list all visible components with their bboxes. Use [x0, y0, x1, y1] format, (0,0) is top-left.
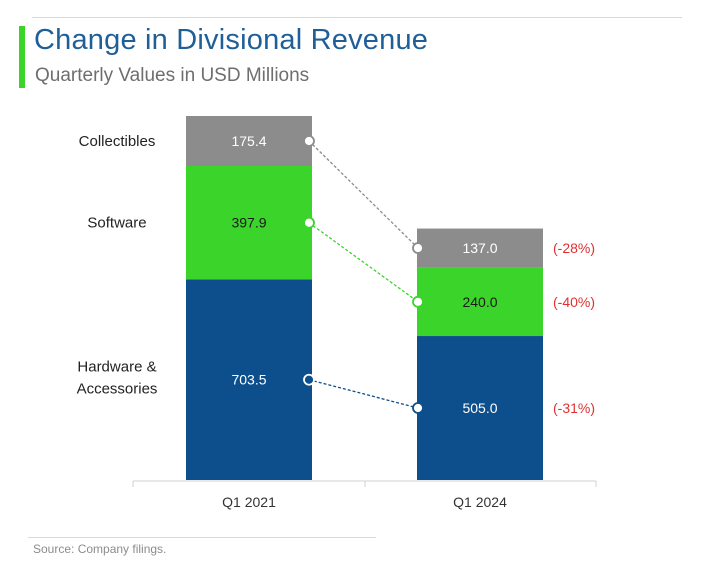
connector-marker-start-software: [303, 216, 315, 229]
connector-line-hardware: [308, 379, 419, 409]
connector-marker-end-software: [412, 295, 424, 308]
series-label-hardware-line-1: Accessories: [77, 381, 158, 398]
value-label-software-0: 397.9: [231, 215, 266, 231]
connector-marker-start-hardware: [303, 373, 315, 386]
connector-marker-end-hardware: [412, 402, 424, 414]
top-divider: [32, 17, 682, 18]
source-divider: [28, 537, 376, 538]
bar-segment-collectibles-0: [186, 116, 312, 167]
source-note: Source: Company filings.: [33, 542, 167, 556]
series-label-collectibles: Collectibles: [79, 133, 156, 150]
value-label-collectibles-1: 137.0: [462, 240, 497, 256]
value-label-collectibles-0: 175.4: [231, 133, 266, 149]
series-label-hardware-line-0: Hardware &: [77, 359, 156, 376]
bar-segment-software-1: [417, 267, 543, 337]
chart-title: Change in Divisional Revenue: [34, 24, 429, 56]
x-tick-label-0: Q1 2021: [222, 494, 276, 510]
title-accent-bar: [19, 26, 25, 88]
bar-segment-software-0: [186, 166, 312, 280]
bar-segment-collectibles-1: [417, 228, 543, 268]
connector-line-collectibles: [308, 140, 419, 249]
bar-segment-hardware-1: [417, 336, 543, 480]
bar-segment-hardware-0: [186, 279, 312, 480]
change-label-collectibles: (-28%): [553, 240, 595, 256]
connector-marker-end-collectibles: [412, 242, 424, 254]
change-label-software: (-40%): [553, 294, 595, 310]
connector-marker-start-collectibles: [303, 135, 315, 147]
value-label-software-1: 240.0: [462, 294, 497, 310]
chart-subtitle: Quarterly Values in USD Millions: [35, 65, 310, 86]
change-label-hardware: (-31%): [553, 400, 595, 416]
value-label-hardware-1: 505.0: [462, 400, 497, 416]
series-label-software: Software: [87, 215, 146, 232]
value-label-hardware-0: 703.5: [231, 372, 266, 388]
connector-line-software: [308, 222, 419, 303]
x-tick-label-1: Q1 2024: [453, 494, 507, 510]
